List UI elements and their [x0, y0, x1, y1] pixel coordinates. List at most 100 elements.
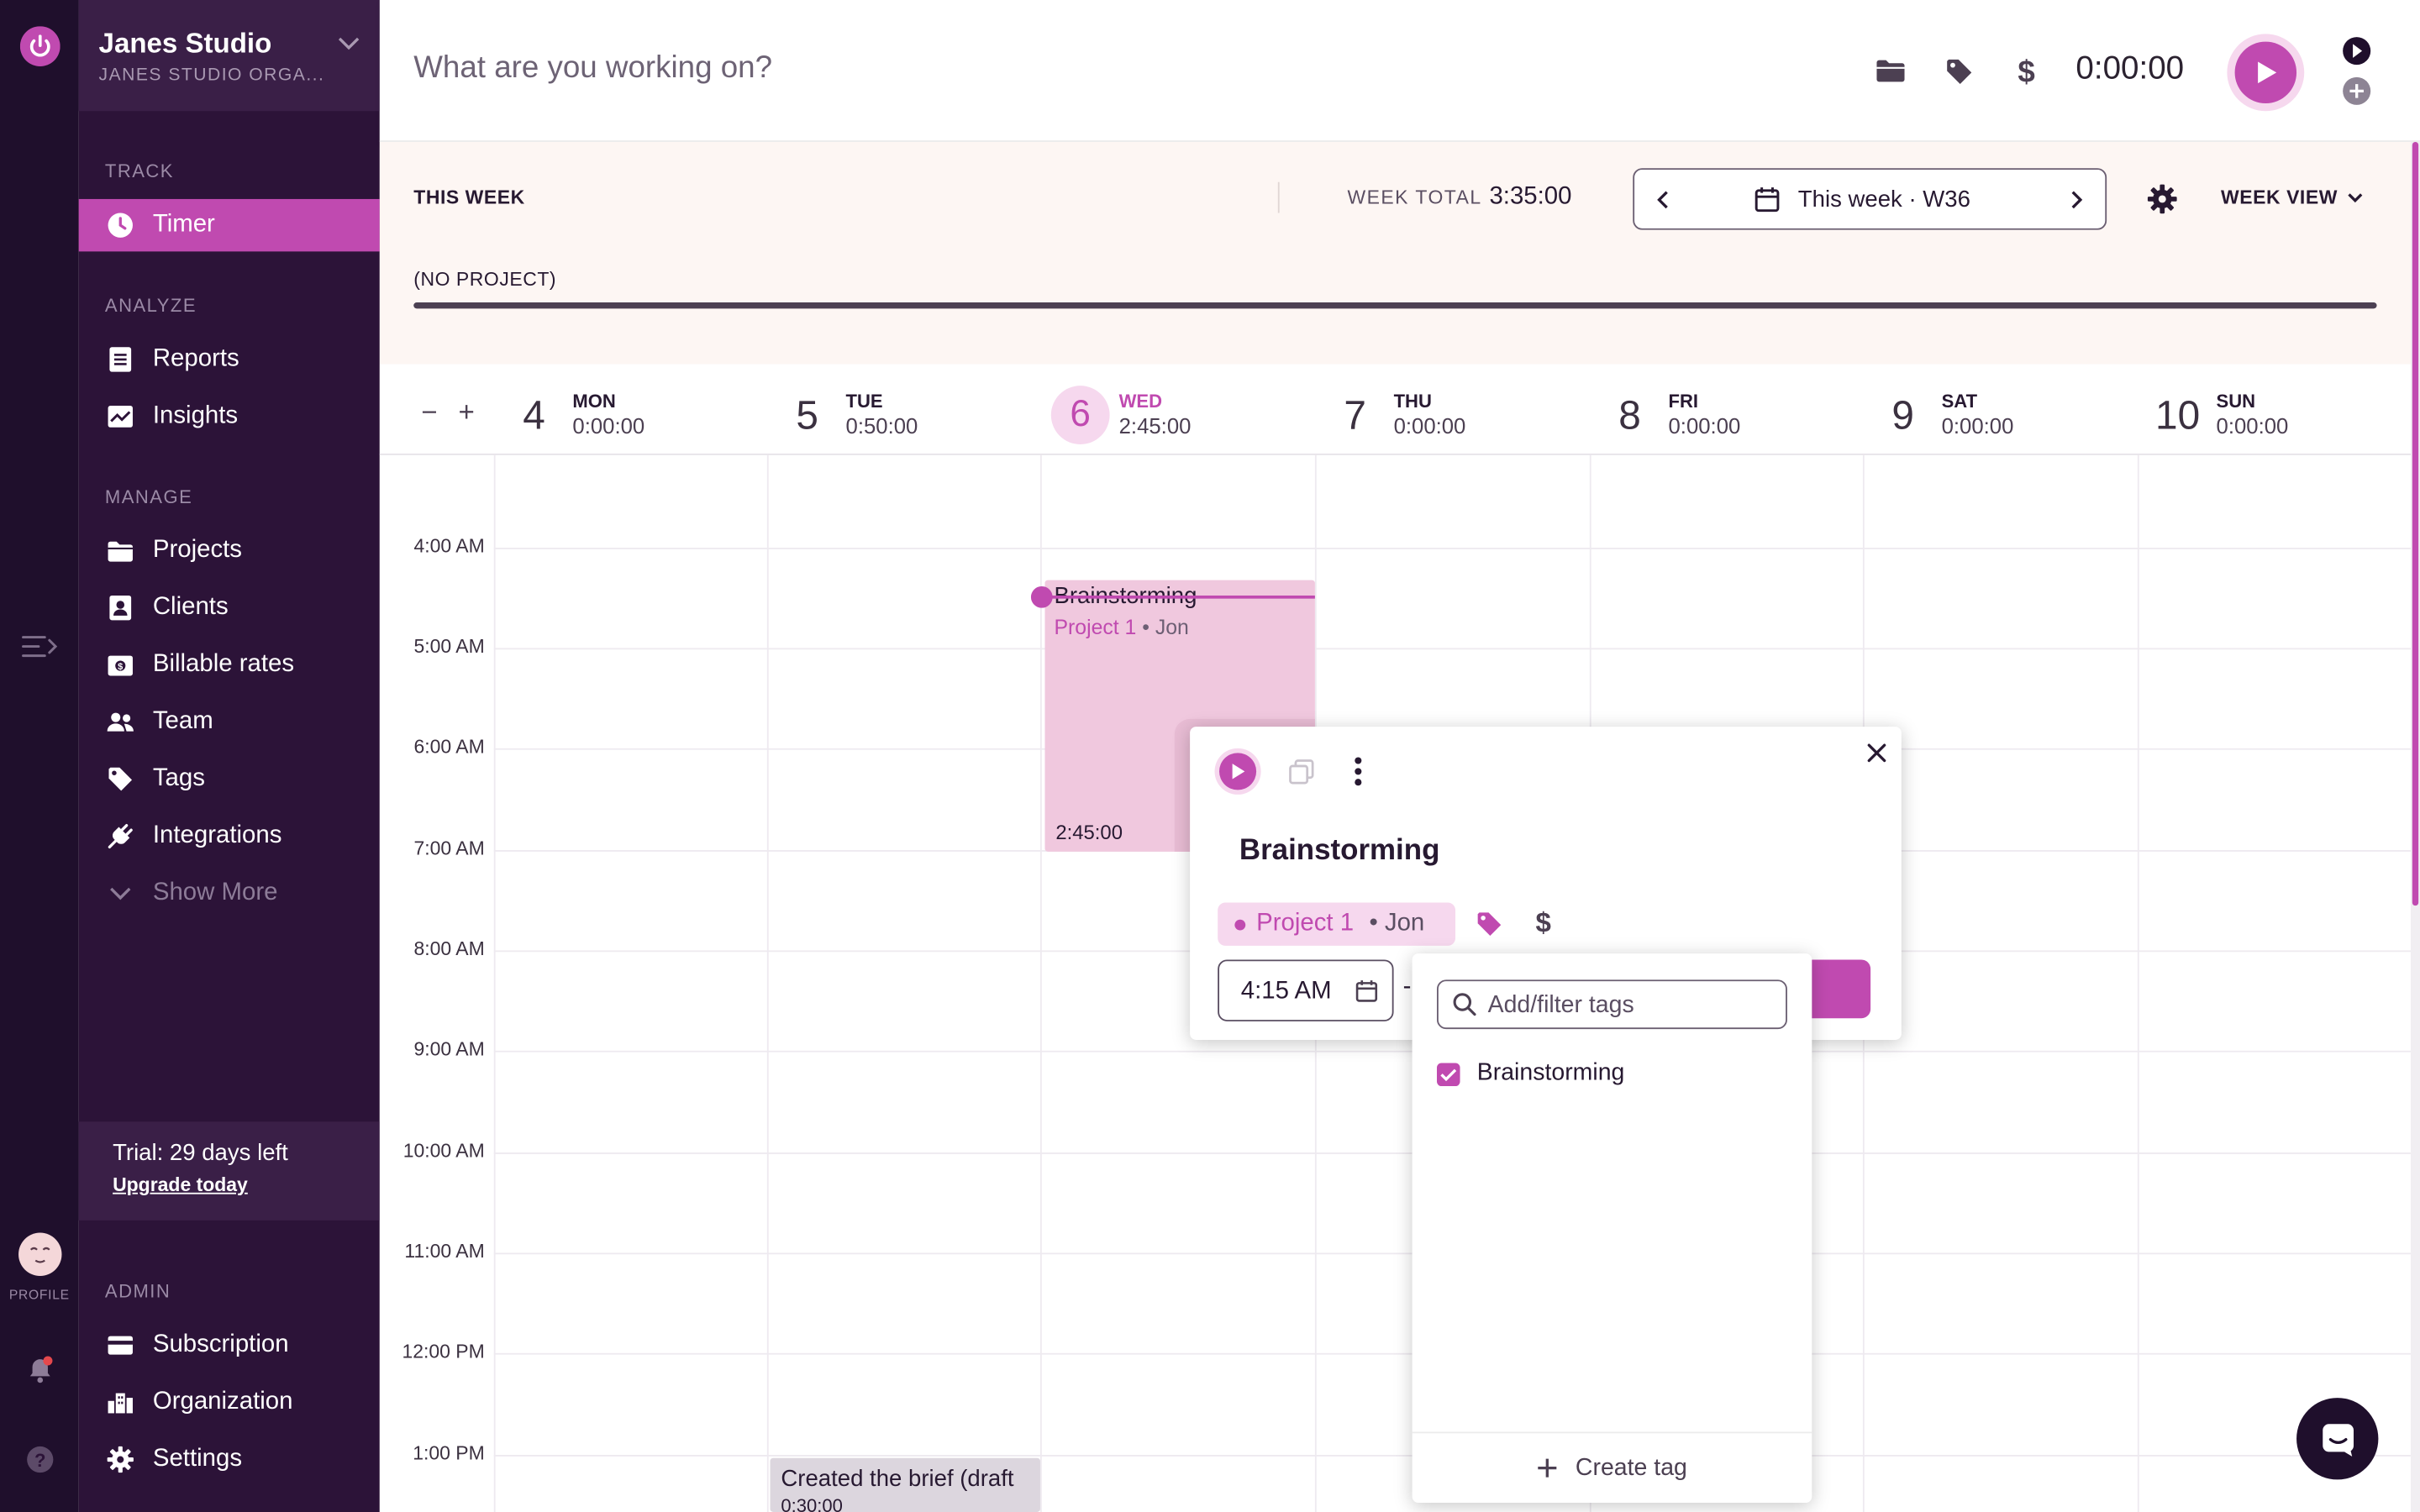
- tag-icon[interactable]: [1476, 911, 1503, 946]
- profile-label: PROFILE: [8, 1286, 70, 1303]
- sidebar-item-integrations[interactable]: Integrations: [79, 810, 380, 862]
- tag-search-box[interactable]: [1436, 979, 1787, 1030]
- sidebar-item-label: Integrations: [152, 822, 282, 849]
- workspace-switcher[interactable]: Janes Studio JANES STUDIO ORGA...: [78, 0, 380, 112]
- project-color-dot: [1234, 918, 1246, 930]
- chart-icon: [105, 402, 136, 433]
- tag-icon[interactable]: [1940, 52, 1977, 89]
- team-icon: [105, 706, 136, 738]
- folder-icon[interactable]: [1872, 52, 1909, 89]
- chevron-down-icon: [2349, 193, 2364, 203]
- continue-entry-button[interactable]: [1214, 748, 1261, 795]
- week-total-label: WEEK TOTAL: [1347, 186, 1482, 208]
- mode-manual-icon[interactable]: [2341, 76, 2372, 114]
- sidebar-item-settings[interactable]: Settings: [79, 1433, 380, 1485]
- sidebar-item-projects[interactable]: Projects: [79, 524, 380, 576]
- gear-icon: [105, 1444, 136, 1475]
- day-number: 5: [796, 391, 818, 438]
- hour-label: 4:00 AM: [413, 535, 485, 558]
- project-chip[interactable]: Project 1 • Jon: [1218, 902, 1456, 946]
- week-picker[interactable]: This week · W36: [1633, 168, 2107, 230]
- chevron-right-icon[interactable]: [2070, 190, 2084, 218]
- contact-card-icon: [105, 592, 136, 623]
- start-timer-button[interactable]: [2227, 34, 2305, 112]
- trial-banner: Trial: 29 days left Upgrade today: [78, 1121, 380, 1221]
- current-time-dot: [1030, 585, 1053, 608]
- hour-line: [493, 548, 2411, 549]
- sidebar-item-billable-rates[interactable]: $ Billable rates: [79, 638, 380, 690]
- week-total-value: 3:35:00: [1489, 183, 1572, 210]
- scrollbar-thumb[interactable]: [2412, 141, 2419, 906]
- column-divider: [493, 454, 496, 1512]
- sidebar-item-show-more[interactable]: Show More: [79, 867, 380, 919]
- day-total: 0:50:00: [845, 413, 918, 438]
- sidebar-item-team[interactable]: Team: [79, 696, 380, 748]
- section-manage: MANAGE: [104, 486, 193, 508]
- avatar[interactable]: [17, 1231, 63, 1278]
- search-icon: [1452, 992, 1476, 1025]
- checkbox-checked-icon[interactable]: [1436, 1062, 1460, 1086]
- no-project-label: (NO PROJECT): [413, 268, 557, 291]
- mode-timer-icon[interactable]: [2341, 35, 2372, 74]
- sidebar-item-subscription[interactable]: Subscription: [79, 1319, 380, 1371]
- create-tag-button[interactable]: Create tag: [1412, 1431, 1812, 1502]
- day-name: TUE: [845, 390, 883, 412]
- credit-card-icon: [105, 1330, 136, 1361]
- tag-option-brainstorming[interactable]: Brainstorming: [1436, 1058, 1625, 1089]
- tag-search-input[interactable]: [1487, 992, 1781, 1021]
- dollar-icon[interactable]: $: [1533, 907, 1555, 946]
- scrollbar[interactable]: [2410, 141, 2420, 1512]
- trial-text: Trial: 29 days left: [113, 1140, 288, 1167]
- entry-duration: 0:30:00: [781, 1494, 843, 1512]
- tag-icon: [105, 764, 136, 795]
- sidebar-item-label: Insights: [152, 402, 239, 429]
- day-name: SAT: [1941, 390, 1978, 412]
- entry-description[interactable]: Brainstorming: [1239, 834, 1440, 868]
- sidebar-item-tags[interactable]: Tags: [79, 753, 380, 805]
- time-entry-brief[interactable]: Created the brief (draft 0:30:00: [770, 1457, 1040, 1512]
- sidebar-item-clients[interactable]: Clients: [79, 581, 380, 633]
- sidebar-item-reports[interactable]: Reports: [79, 333, 380, 386]
- calendar-icon[interactable]: [1355, 979, 1379, 1011]
- day-number: 10: [2155, 391, 2201, 438]
- clock-icon: [105, 210, 136, 241]
- day-header: − + 4 MON 0:00:00 5 TUE 0:50:00 6 WED 2:…: [379, 364, 2411, 455]
- column-divider: [1039, 454, 1042, 1512]
- week-view-label: WEEK VIEW: [2221, 186, 2338, 208]
- day-name: WED: [1118, 390, 1163, 412]
- sidebar-item-organization[interactable]: Organization: [79, 1376, 380, 1428]
- chat-bubble-icon[interactable]: [2296, 1398, 2379, 1480]
- description-input[interactable]: [413, 50, 1340, 87]
- close-icon[interactable]: [1866, 742, 1888, 771]
- day-number: 6: [1050, 386, 1110, 444]
- hour-label: 7:00 AM: [413, 837, 485, 860]
- help-icon[interactable]: ?: [18, 1438, 61, 1481]
- sidebar-item-insights[interactable]: Insights: [79, 391, 380, 443]
- bell-icon[interactable]: [18, 1348, 61, 1391]
- sidebar-item-label: Subscription: [152, 1331, 289, 1358]
- week-view-dropdown[interactable]: WEEK VIEW: [2221, 186, 2364, 208]
- svg-text:?: ?: [34, 1450, 45, 1471]
- start-time-field[interactable]: 4:15 AM: [1218, 959, 1394, 1021]
- zoom-in-button[interactable]: +: [458, 396, 475, 428]
- sidebar-item-label: Timer: [152, 211, 215, 238]
- collapse-menu-icon[interactable]: [18, 625, 61, 668]
- zoom-out-button[interactable]: −: [421, 396, 438, 428]
- hour-label: 6:00 AM: [413, 736, 485, 758]
- entry-project: Project 1 • Jon: [1054, 616, 1188, 639]
- gear-icon[interactable]: [2147, 184, 2178, 223]
- chevron-left-icon[interactable]: [1656, 190, 1670, 218]
- week-range-label: This week · W36: [1797, 186, 1970, 213]
- dollar-icon[interactable]: $: [2008, 52, 2045, 89]
- app-rail: PROFILE ?: [0, 0, 79, 1512]
- hour-line: [493, 648, 2411, 650]
- sidebar-item-timer[interactable]: Timer: [78, 198, 380, 252]
- timer-display: 0:00:00: [2075, 50, 2185, 87]
- workspace-name: Janes Studio: [98, 28, 272, 59]
- more-options-icon[interactable]: [1354, 756, 1363, 795]
- tag-option-label: Brainstorming: [1476, 1059, 1625, 1087]
- power-icon[interactable]: [18, 24, 61, 67]
- duplicate-icon[interactable]: [1289, 759, 1315, 793]
- entry-project-name: Project 1: [1054, 615, 1137, 639]
- upgrade-link[interactable]: Upgrade today: [113, 1173, 248, 1196]
